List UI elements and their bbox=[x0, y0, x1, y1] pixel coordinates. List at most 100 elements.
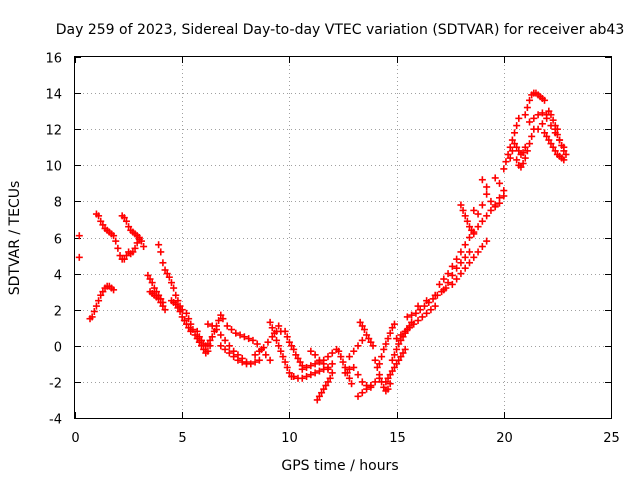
data-point bbox=[283, 333, 291, 341]
x-tick-label: 10 bbox=[281, 431, 298, 446]
data-point bbox=[155, 241, 163, 249]
x-axis-tick-labels: 0 5 10 15 20 25 bbox=[71, 431, 619, 446]
data-point bbox=[221, 345, 229, 353]
data-point bbox=[371, 356, 379, 364]
data-point bbox=[285, 369, 293, 377]
data-point bbox=[350, 363, 358, 371]
data-point bbox=[114, 244, 122, 252]
data-point bbox=[444, 279, 452, 287]
x-tick-label: 0 bbox=[71, 431, 79, 446]
data-point bbox=[393, 345, 401, 353]
data-point bbox=[511, 129, 519, 137]
data-point bbox=[453, 255, 461, 263]
data-point bbox=[534, 111, 542, 119]
data-point bbox=[148, 279, 156, 287]
data-point bbox=[122, 217, 130, 225]
data-point bbox=[320, 360, 328, 368]
data-point bbox=[470, 230, 478, 238]
y-axis-label: SDTVAR / TECUs bbox=[7, 181, 23, 296]
data-point bbox=[292, 351, 300, 359]
data-point bbox=[131, 244, 139, 252]
data-point bbox=[375, 371, 383, 379]
data-point bbox=[245, 335, 253, 343]
data-point bbox=[95, 297, 103, 305]
data-point bbox=[513, 143, 521, 151]
data-point bbox=[221, 336, 229, 344]
data-point bbox=[508, 147, 516, 155]
data-point bbox=[519, 149, 527, 157]
data-point bbox=[133, 239, 141, 247]
data-point bbox=[185, 324, 193, 332]
data-point bbox=[290, 372, 298, 380]
data-point bbox=[120, 255, 128, 263]
data-point bbox=[167, 279, 175, 287]
data-point bbox=[358, 322, 366, 330]
data-point bbox=[328, 360, 336, 368]
y-tick-label: 12 bbox=[45, 124, 62, 139]
data-point bbox=[318, 389, 326, 397]
data-point bbox=[429, 295, 437, 303]
y-tick-label: 14 bbox=[45, 88, 62, 103]
data-point bbox=[515, 147, 523, 155]
data-point bbox=[354, 371, 362, 379]
data-point bbox=[526, 96, 534, 104]
data-point bbox=[116, 252, 124, 260]
data-point bbox=[240, 333, 248, 341]
data-point bbox=[187, 320, 195, 328]
data-point bbox=[500, 187, 508, 195]
data-point bbox=[185, 315, 193, 323]
y-tick-label: -2 bbox=[49, 377, 62, 392]
data-point bbox=[122, 252, 130, 260]
data-point bbox=[412, 309, 420, 317]
data-point bbox=[453, 264, 461, 272]
data-point bbox=[204, 340, 212, 348]
data-point bbox=[526, 118, 534, 126]
data-point bbox=[157, 248, 165, 256]
data-point bbox=[491, 201, 499, 209]
data-point bbox=[264, 338, 272, 346]
data-point bbox=[328, 349, 336, 357]
data-point bbox=[468, 226, 476, 234]
data-point bbox=[217, 342, 225, 350]
data-point bbox=[315, 356, 323, 364]
data-point bbox=[521, 111, 529, 119]
data-point bbox=[255, 356, 263, 364]
data-point bbox=[427, 306, 435, 314]
data-point bbox=[401, 327, 409, 335]
data-point bbox=[273, 336, 281, 344]
data-point bbox=[358, 389, 366, 397]
data-point bbox=[474, 210, 482, 218]
data-point bbox=[307, 371, 315, 379]
data-point bbox=[448, 262, 456, 270]
data-point bbox=[225, 349, 233, 357]
data-point bbox=[423, 309, 431, 317]
data-point bbox=[521, 143, 529, 151]
data-point bbox=[448, 271, 456, 279]
data-point bbox=[367, 382, 375, 390]
data-point bbox=[144, 271, 152, 279]
data-point bbox=[97, 291, 105, 299]
data-point bbox=[534, 125, 542, 133]
data-points bbox=[75, 89, 570, 404]
data-point bbox=[423, 297, 431, 305]
data-point bbox=[545, 136, 553, 144]
data-point bbox=[541, 129, 549, 137]
data-point bbox=[251, 351, 259, 359]
data-point bbox=[401, 345, 409, 353]
data-point bbox=[465, 259, 473, 267]
data-point bbox=[562, 150, 570, 158]
data-point bbox=[298, 365, 306, 373]
data-point bbox=[320, 385, 328, 393]
data-point bbox=[506, 143, 514, 151]
data-point bbox=[223, 322, 231, 330]
data-point bbox=[125, 223, 133, 231]
data-point bbox=[129, 248, 137, 256]
data-point bbox=[247, 360, 255, 368]
y-tick-label: 16 bbox=[45, 52, 62, 67]
data-point bbox=[303, 363, 311, 371]
data-point bbox=[326, 374, 334, 382]
data-point bbox=[204, 320, 212, 328]
data-point bbox=[358, 336, 366, 344]
data-point bbox=[208, 333, 216, 341]
